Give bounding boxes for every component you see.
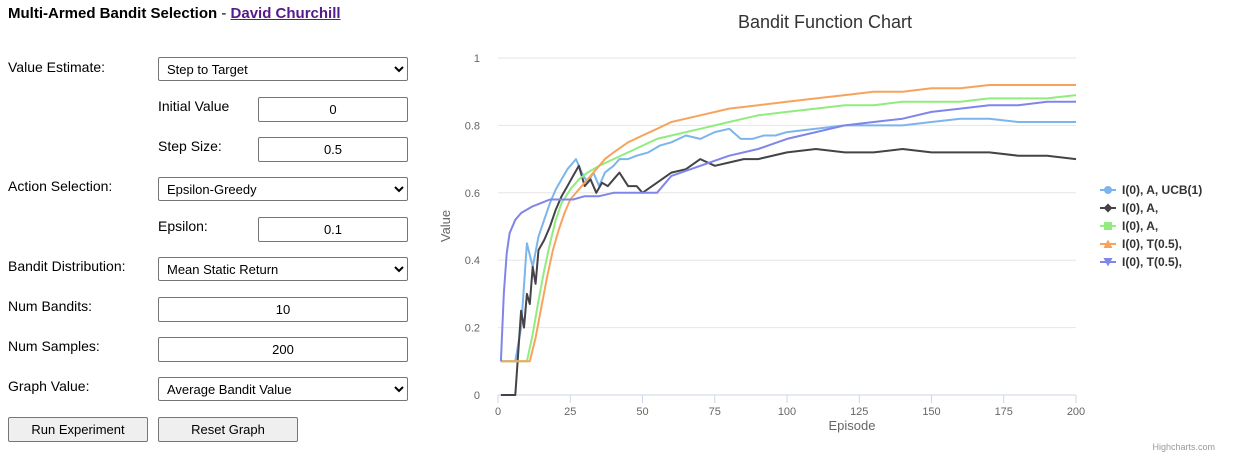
chart-legend: I(0), A, UCB(1) I(0), A, I(0), A, I(0), T(0…: [1100, 183, 1202, 269]
num-samples-label: Num Samples:: [8, 338, 100, 354]
y-tick-label: 0.2: [465, 323, 480, 335]
legend-marker: [1103, 239, 1113, 248]
y-tick-label: 0.4: [465, 255, 480, 267]
chart-series: [499, 84, 1077, 396]
legend-label: I(0), T(0.5),: [1122, 255, 1182, 269]
epsilon-label: Epsilon:: [158, 218, 208, 234]
legend-label: I(0), T(0.5),: [1122, 237, 1182, 251]
x-tick-label: 75: [709, 406, 721, 418]
series-line-2: [500, 148, 1077, 396]
num-bandits-label: Num Bandits:: [8, 298, 93, 314]
legend-marker: [1104, 222, 1112, 230]
app-title: Multi-Armed Bandit Selection: [8, 5, 218, 22]
graph-value-label: Graph Value:: [8, 378, 90, 394]
value-estimate-label: Value Estimate:: [8, 59, 106, 75]
reset-graph-button[interactable]: Reset Graph: [158, 417, 298, 442]
action-selection-label: Action Selection:: [8, 178, 113, 194]
num-samples-input[interactable]: [158, 337, 408, 362]
legend-marker: [1103, 203, 1113, 213]
legend-item-3[interactable]: I(0), A,: [1100, 219, 1158, 233]
chart-axes: 0 0.2 0.4 0.6 0.8 1 0 25 50 75 100 125 150 175 200: [465, 53, 1085, 418]
run-experiment-button[interactable]: Run Experiment: [8, 417, 148, 442]
x-tick-label: 25: [564, 406, 576, 418]
author-link[interactable]: David Churchill: [230, 5, 341, 22]
series-line-3: [500, 94, 1077, 363]
x-tick-label: 150: [922, 406, 940, 418]
title-separator: -: [217, 5, 231, 22]
y-tick-label: 0.6: [465, 188, 480, 200]
legend-item-4[interactable]: I(0), T(0.5),: [1100, 237, 1182, 251]
graph-value-select[interactable]: Average Bandit Value: [158, 377, 408, 401]
legend-label: I(0), A,: [1122, 201, 1158, 215]
legend-marker: [1104, 186, 1112, 194]
page-title: Multi-Armed Bandit Selection - David Chu…: [8, 5, 341, 22]
x-tick-label: 0: [495, 406, 501, 418]
y-tick-label: 0.8: [465, 120, 480, 132]
series-line-4: [500, 84, 1076, 363]
initial-value-label: Initial Value: [158, 98, 230, 114]
step-size-input[interactable]: [258, 137, 408, 162]
x-tick-label: 125: [850, 406, 868, 418]
legend-label: I(0), A,: [1122, 219, 1158, 233]
step-size-label: Step Size:: [158, 138, 222, 154]
highcharts-credits[interactable]: Highcharts.com: [1152, 442, 1215, 452]
series-line-1: [500, 117, 1076, 363]
x-axis-title: Episode: [829, 418, 876, 433]
chart-grid: [498, 57, 1076, 396]
bandit-distribution-select[interactable]: Mean Static Return: [158, 257, 408, 281]
x-tick-label: 200: [1067, 406, 1085, 418]
y-tick-label: 0: [474, 390, 480, 402]
num-bandits-input[interactable]: [158, 297, 408, 322]
y-tick-label: 1: [474, 53, 480, 65]
series-line-5: [499, 100, 1076, 362]
x-tick-label: 100: [778, 406, 796, 418]
y-axis-title: Value: [438, 210, 453, 242]
chart-title: Bandit Function Chart: [738, 12, 912, 32]
x-tick-label: 50: [636, 406, 648, 418]
x-tick-label: 175: [995, 406, 1013, 418]
action-selection-select[interactable]: Epsilon-Greedy: [158, 177, 408, 201]
bandit-distribution-label: Bandit Distribution:: [8, 258, 126, 274]
legend-item-2[interactable]: I(0), A,: [1100, 201, 1158, 215]
legend-item-1[interactable]: I(0), A, UCB(1): [1100, 183, 1202, 197]
legend-item-5[interactable]: I(0), T(0.5),: [1100, 255, 1182, 269]
bandit-function-chart: Bandit Function Chart 0 0.2 0.4 0.6 0.8 1 0 25 5…: [438, 12, 1215, 452]
legend-marker: [1103, 258, 1113, 267]
initial-value-input[interactable]: [258, 97, 408, 122]
value-estimate-select[interactable]: Step to Target: [158, 57, 408, 81]
epsilon-input[interactable]: [258, 217, 408, 242]
legend-label: I(0), A, UCB(1): [1122, 183, 1202, 197]
